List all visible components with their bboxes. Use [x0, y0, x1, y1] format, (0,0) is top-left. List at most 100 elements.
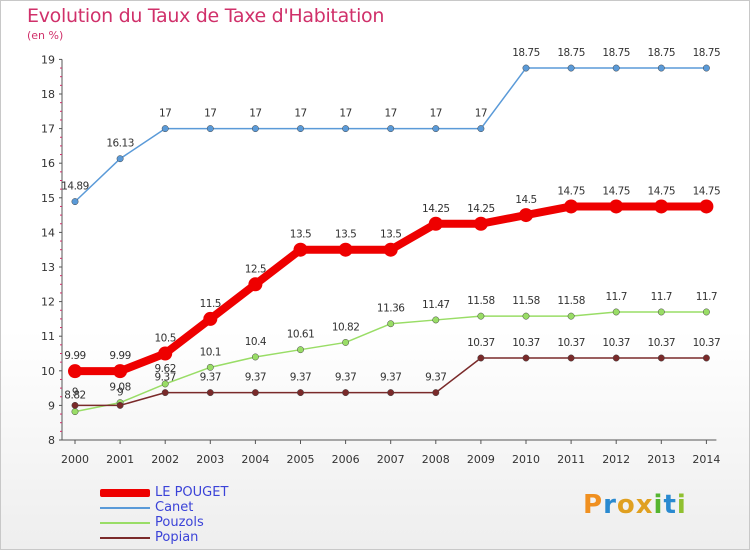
- data-point-canet: [432, 125, 440, 133]
- data-point-pouzols: [432, 316, 440, 324]
- data-point-le-pouget: [293, 242, 308, 257]
- legend-swatch-pouzols: [100, 522, 150, 524]
- data-point-popian: [387, 389, 395, 397]
- x-tick-label: 2001: [106, 453, 134, 466]
- data-point-canet: [567, 64, 575, 72]
- y-tick-label: 8: [48, 434, 55, 447]
- data-label-le-pouget: 14.75: [557, 185, 585, 197]
- data-label-popian: 9.37: [425, 372, 446, 384]
- data-point-le-pouget: [654, 199, 669, 214]
- data-point-popian: [71, 401, 79, 409]
- data-label-pouzols: 10.82: [332, 321, 360, 333]
- data-point-pouzols: [702, 308, 710, 316]
- chart-title: Evolution du Taux de Taxe d'Habitation: [27, 5, 385, 27]
- data-point-popian: [432, 389, 440, 397]
- data-point-le-pouget: [428, 216, 443, 231]
- proxiti-logo: Proxiti: [583, 490, 687, 520]
- data-label-canet: 16.13: [106, 138, 134, 150]
- data-label-pouzols: 10.4: [245, 336, 267, 348]
- data-point-pouzols: [297, 346, 304, 354]
- legend-label-popian: Popian: [155, 530, 199, 545]
- data-point-canet: [251, 125, 259, 133]
- data-point-le-pouget: [338, 242, 353, 257]
- data-label-pouzols: 11.7: [606, 291, 627, 303]
- data-label-popian: 10.37: [693, 337, 721, 349]
- data-label-le-pouget: 14.25: [422, 203, 450, 215]
- data-label-popian: 10.37: [602, 337, 630, 349]
- data-label-pouzols: 10.61: [287, 329, 315, 341]
- data-label-pouzols: 11.58: [512, 295, 540, 307]
- data-label-le-pouget: 13.5: [335, 229, 356, 241]
- data-point-le-pouget: [203, 311, 218, 326]
- data-label-popian: 9.37: [245, 372, 266, 384]
- series-line-canet: [74, 67, 707, 203]
- data-point-canet: [477, 125, 485, 133]
- data-label-le-pouget: 12.5: [245, 263, 266, 275]
- data-point-pouzols: [161, 380, 169, 388]
- data-point-pouzols: [206, 363, 214, 371]
- y-tick-label: 19: [41, 53, 55, 66]
- data-point-canet: [206, 125, 214, 133]
- data-point-popian: [342, 389, 350, 397]
- data-label-canet: 17: [339, 108, 351, 120]
- x-tick-label: 2009: [467, 453, 495, 466]
- data-label-popian: 9.37: [200, 372, 221, 384]
- data-label-popian: 9: [72, 386, 78, 398]
- data-label-le-pouget: 13.5: [380, 229, 401, 241]
- data-label-popian: 9.37: [155, 372, 176, 384]
- data-label-canet: 17: [475, 108, 487, 120]
- data-point-canet: [161, 125, 169, 133]
- legend-label-pouzols: Pouzols: [155, 515, 204, 530]
- data-point-pouzols: [387, 320, 395, 328]
- data-point-le-pouget: [564, 199, 579, 214]
- y-tick-label: 11: [41, 330, 55, 343]
- legend-label-le-pouget: LE POUGET: [155, 485, 229, 500]
- x-tick-label: 2011: [557, 453, 585, 466]
- y-tick-label: 16: [41, 157, 55, 170]
- data-point-le-pouget: [248, 277, 263, 292]
- data-point-pouzols: [342, 338, 350, 346]
- data-point-popian: [657, 354, 665, 362]
- x-tick-label: 2000: [61, 453, 89, 466]
- data-label-pouzols: 8.82: [64, 390, 85, 402]
- data-label-le-pouget: 14.75: [693, 185, 721, 197]
- data-point-popian: [567, 354, 575, 362]
- data-point-le-pouget: [473, 216, 488, 231]
- x-tick-label: 2012: [602, 453, 630, 466]
- data-point-pouzols: [71, 408, 79, 416]
- data-label-le-pouget: 14.25: [467, 203, 495, 215]
- data-label-canet: 18.75: [512, 47, 540, 59]
- data-point-pouzols: [251, 353, 259, 361]
- data-point-canet: [342, 125, 350, 133]
- data-point-le-pouget: [113, 364, 128, 379]
- data-label-pouzols: 11.7: [696, 291, 717, 303]
- data-label-canet: 17: [204, 108, 216, 120]
- data-label-canet: 18.75: [693, 47, 721, 59]
- y-tick-label: 17: [41, 123, 55, 136]
- data-label-popian: 10.37: [648, 337, 676, 349]
- data-label-pouzols: 11.58: [467, 295, 495, 307]
- data-point-popian: [206, 389, 214, 397]
- data-label-canet: 17: [249, 108, 261, 120]
- y-tick-label: 15: [41, 192, 55, 205]
- data-point-popian: [612, 354, 620, 362]
- data-point-pouzols: [477, 312, 485, 320]
- data-point-canet: [71, 198, 79, 206]
- data-label-canet: 18.75: [557, 47, 585, 59]
- data-label-pouzols: 11.58: [557, 295, 585, 307]
- data-label-pouzols: 11.36: [377, 303, 405, 315]
- data-label-le-pouget: 10.5: [155, 333, 176, 345]
- data-label-popian: 9.37: [290, 372, 311, 384]
- data-label-popian: 9: [117, 386, 123, 398]
- data-point-canet: [612, 64, 620, 72]
- y-tick-label: 12: [41, 296, 55, 309]
- data-label-popian: 9.37: [335, 372, 356, 384]
- data-label-le-pouget: 14.75: [602, 185, 630, 197]
- logo-letter: t: [663, 490, 677, 520]
- data-label-pouzols: 9.62: [155, 363, 176, 375]
- y-tick-label: 14: [41, 226, 55, 239]
- data-point-pouzols: [567, 312, 575, 320]
- data-label-popian: 10.37: [512, 337, 540, 349]
- logo-letter: o: [616, 490, 636, 520]
